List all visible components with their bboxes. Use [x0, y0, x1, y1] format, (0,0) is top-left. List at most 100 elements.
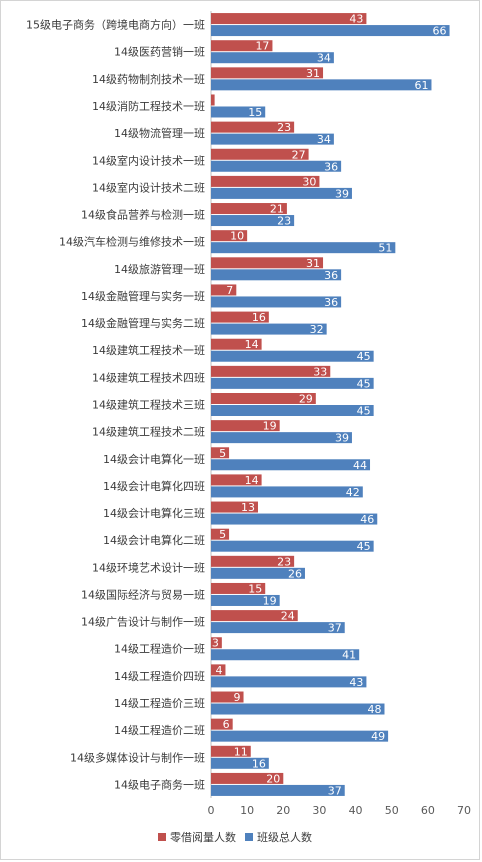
class-total-data-label: 49 — [371, 730, 385, 743]
zero-borrow-data-label: 43 — [349, 13, 363, 26]
class-total-bar — [211, 187, 352, 199]
class-total-bar — [211, 377, 374, 389]
zero-borrow-data-label: 4 — [215, 664, 222, 677]
category-label: 14级药物制剂技术一班 — [92, 72, 205, 86]
class-total-bar — [211, 106, 266, 118]
class-total-data-label: 19 — [263, 594, 277, 607]
zero-borrow-data-label: 5 — [219, 528, 226, 541]
zero-borrow-bar — [211, 528, 230, 540]
class-total-data-label: 44 — [353, 459, 367, 472]
zero-borrow-bar — [211, 393, 316, 404]
zero-borrow-data-label: 7 — [226, 284, 233, 297]
zero-borrow-bar — [211, 555, 295, 567]
category-label: 14级环境艺术设计一班 — [92, 560, 205, 574]
zero-borrow-data-label: 29 — [299, 393, 313, 406]
zero-borrow-data-label: 27 — [292, 148, 306, 161]
zero-borrow-bar — [211, 121, 295, 133]
x-tick-label: 20 — [276, 804, 290, 817]
zero-borrow-data-label: 31 — [306, 257, 320, 270]
class-total-bar — [211, 459, 371, 471]
zero-borrow-data-label: 14 — [245, 474, 259, 487]
zero-borrow-data-label: 23 — [277, 121, 291, 134]
zero-borrow-data-label: 5 — [219, 447, 226, 460]
zero-borrow-data-label: 11 — [234, 745, 248, 758]
category-label: 14级会计电算化三班 — [103, 506, 205, 520]
class-total-bar — [211, 513, 378, 525]
class-total-data-label: 66 — [433, 25, 447, 38]
category-label: 14级工程造价三班 — [114, 696, 205, 710]
x-tick-label: 0 — [208, 804, 215, 817]
class-total-bar — [211, 160, 342, 172]
zero-borrow-bar — [211, 148, 309, 160]
class-total-data-label: 39 — [335, 187, 349, 200]
zero-borrow-bar — [211, 718, 233, 730]
class-total-data-label: 43 — [349, 676, 363, 689]
class-total-data-label: 36 — [324, 296, 338, 309]
zero-borrow-data-label: 33 — [313, 365, 327, 378]
zero-borrow-bar — [211, 311, 269, 323]
category-label: 14级会计电算化二班 — [103, 533, 205, 547]
class-total-bar — [211, 784, 345, 796]
category-label: 14级工程造价四班 — [114, 669, 205, 683]
zero-borrow-bar — [211, 745, 251, 757]
class-total-data-label: 23 — [277, 215, 291, 228]
zero-borrow-bar — [211, 203, 287, 215]
zero-borrow-data-label: 3 — [212, 637, 219, 650]
category-label: 14级室内设计技术一班 — [92, 153, 205, 167]
class-total-data-label: 45 — [357, 405, 371, 418]
zero-borrow-bar — [211, 67, 324, 79]
class-total-data-label: 45 — [357, 540, 371, 553]
class-total-data-label: 45 — [357, 350, 371, 363]
class-total-data-label: 48 — [367, 703, 381, 716]
zero-borrow-bar — [211, 420, 280, 432]
class-total-bar — [211, 567, 305, 579]
category-label: 14级会计电算化四班 — [103, 479, 205, 493]
category-label: 14级会计电算化一班 — [103, 452, 205, 466]
class-total-bar — [211, 622, 345, 634]
category-label: 14级汽车检测与维修技术一班 — [59, 235, 205, 249]
zero-borrow-data-label: 13 — [241, 501, 255, 514]
legend-label-class-total: 班级总人数 — [257, 830, 312, 844]
category-label: 14级建筑工程技术二班 — [92, 425, 205, 439]
zero-borrow-data-label: 14 — [245, 338, 259, 351]
class-total-bar — [211, 730, 389, 742]
zero-borrow-data-label: 30 — [302, 175, 316, 188]
class-total-data-label: 37 — [328, 784, 342, 797]
zero-borrow-bar — [211, 338, 262, 350]
zero-borrow-data-label: 19 — [263, 420, 277, 433]
class-total-data-label: 34 — [317, 133, 331, 146]
zero-borrow-bar — [211, 610, 298, 622]
zero-borrow-bar — [211, 501, 258, 513]
zero-borrow-data-label: 31 — [306, 67, 320, 80]
class-total-data-label: 34 — [317, 52, 331, 65]
class-total-bar — [211, 649, 360, 661]
category-label: 14级医药营销一班 — [114, 45, 205, 59]
class-total-data-label: 39 — [335, 432, 349, 445]
zero-borrow-data-label: 20 — [266, 772, 280, 785]
zero-borrow-data-label: 1 — [205, 94, 212, 107]
class-total-data-label: 26 — [288, 567, 302, 580]
zero-borrow-bar — [211, 772, 284, 784]
x-tick-label: 40 — [349, 804, 363, 817]
zero-borrow-bar — [211, 230, 248, 242]
class-total-data-label: 42 — [346, 486, 360, 499]
zero-borrow-bar — [211, 365, 331, 377]
class-total-data-label: 36 — [324, 269, 338, 282]
zero-borrow-bar — [211, 447, 230, 459]
zero-borrow-data-label: 10 — [230, 230, 244, 243]
class-total-bar — [211, 323, 327, 335]
zero-borrow-bar — [211, 40, 273, 52]
category-label: 14级建筑工程技术三班 — [92, 398, 205, 412]
zero-borrow-data-label: 23 — [277, 555, 291, 568]
zero-borrow-data-label: 9 — [234, 691, 241, 704]
category-label: 14级建筑工程技术一班 — [92, 343, 205, 357]
class-total-bar — [211, 296, 342, 308]
zero-borrow-data-label: 6 — [223, 718, 230, 731]
class-total-bar — [211, 676, 367, 688]
class-total-bar — [211, 350, 374, 362]
zero-borrow-bar — [211, 664, 226, 676]
category-label: 14级食品营养与检测一班 — [81, 208, 205, 222]
class-total-bar — [211, 215, 295, 227]
zero-borrow-data-label: 17 — [255, 40, 269, 53]
